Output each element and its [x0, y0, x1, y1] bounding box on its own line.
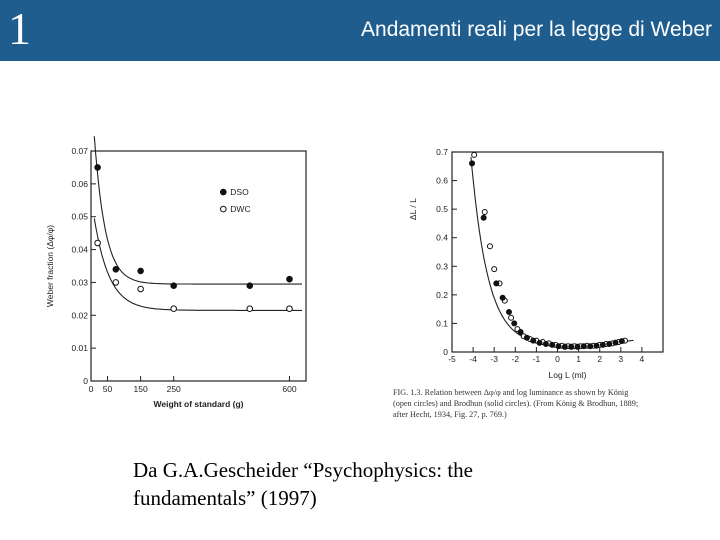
chart1-frame: [90, 150, 307, 382]
chart1-xtick-label: 600: [282, 384, 296, 394]
chart2-ytick-label: 0.3: [436, 261, 448, 271]
chart1-legend-marker: [220, 205, 227, 213]
chart2-point-open: [486, 243, 493, 250]
chart2-xtick-label: -2: [512, 354, 520, 364]
chart2-xtick-label: 3: [618, 354, 623, 364]
chart1-ytick-label: 0.06: [71, 179, 88, 189]
chart2-point-solid: [469, 160, 476, 167]
chart2-point-open: [491, 266, 498, 273]
chart1-point-dwc: [246, 305, 254, 313]
chart2-point-open: [471, 151, 478, 158]
chart2-point-solid: [606, 341, 613, 347]
chart2-fit-curve: [470, 157, 634, 345]
chart1-ylabel: Weber fraction (Δφ/φ): [45, 225, 55, 307]
chart2-point-solid: [542, 341, 549, 347]
chart1-xtick-label: 50: [103, 384, 113, 394]
chart2-point-solid: [580, 343, 587, 350]
chart2-point-open: [481, 209, 488, 215]
chart2-point-solid: [493, 280, 500, 287]
chart2-ytick-label: 0.6: [436, 176, 448, 186]
chart1-point-dso: [286, 275, 293, 283]
weber-weight-chart: 0 0.01 0.02 0.03 0.04 0.05 0.06 0.07 0 50 150 250 60…: [45, 136, 307, 409]
chart2-point-solid: [499, 294, 506, 301]
chart2-point-solid: [587, 343, 594, 350]
chart1-point-dwc: [286, 305, 293, 313]
chart1-point-dwc: [94, 239, 101, 247]
chart1-ytick-label: 0.01: [71, 343, 88, 353]
chart2-point-solid: [517, 329, 524, 335]
chart2-point-solid: [480, 214, 487, 221]
chart2-point-solid: [549, 341, 556, 348]
slide-header: 1 Andamenti reali per la legge di Weber: [0, 0, 720, 61]
chart1-fit-curve-dwc: [93, 218, 302, 311]
chart1-legend-label: DSO: [230, 187, 249, 197]
chart1-xtick-label: 250: [167, 384, 181, 394]
chart1-legend-label: DWC: [230, 204, 250, 214]
source-caption: Da G.A.Gescheider “Psychophysics: the fu…: [133, 456, 573, 512]
chart2-xtick-label: 4: [640, 354, 645, 364]
chart2-xtick-label: -4: [469, 354, 477, 364]
caption-line-1: Da G.A.Gescheider “Psychophysics: the: [133, 458, 473, 482]
chart2-frame: [451, 151, 664, 353]
chart1-ytick-label: 0.02: [71, 310, 88, 320]
chart2-point-solid: [612, 339, 619, 346]
chart1-xlabel: Weight of standard (g): [153, 399, 243, 409]
chart2-point-solid: [599, 341, 606, 348]
chart2-point-solid: [530, 337, 537, 344]
chart2-point-solid: [593, 342, 600, 349]
chart2-ytick-label: 0.5: [436, 204, 448, 214]
chart2-point-solid: [568, 343, 575, 350]
chart1-fit-curve-dso: [93, 136, 302, 285]
chart2-point-solid: [561, 343, 568, 350]
chart2-point-solid: [505, 309, 512, 315]
chart2-xtick-label: -5: [448, 354, 456, 364]
chart2-point-open: [508, 314, 515, 321]
chart2-point-solid: [523, 334, 530, 341]
chart1-xtick-label: 0: [89, 384, 94, 394]
chart2-ytick-label: 0.4: [436, 233, 448, 243]
chart2-point-solid: [618, 338, 625, 345]
chart2-xtick-label: 2: [597, 354, 602, 364]
chart2-xtick-label: -1: [533, 354, 541, 364]
chart1-point-dso: [170, 282, 177, 290]
chart1-point-dso: [94, 164, 101, 171]
chart2-ytick-label: 0: [443, 347, 448, 357]
slide-title: Andamenti reali per la legge di Weber: [361, 18, 712, 41]
chart2-point-solid: [555, 343, 562, 350]
chart2-figure-caption-line: after Hecht, 1934, Fig. 27, p. 769.): [393, 410, 507, 419]
chart2-figure-caption-line: (open circles) and Brodhun (solid circle…: [393, 399, 638, 408]
chart1-point-dso: [137, 267, 144, 275]
chart2-ytick-label: 0.7: [436, 147, 448, 157]
chart1-ytick-label: 0.07: [71, 146, 88, 156]
chart1-point-dwc: [112, 279, 120, 286]
chart1-ytick-label: 0.05: [71, 212, 88, 222]
chart1-ytick-label: 0: [83, 376, 88, 386]
chart1-ytick-label: 0.04: [71, 245, 88, 255]
chart2-point-solid: [511, 320, 518, 327]
chart2-ytick-label: 0.2: [436, 290, 448, 300]
chart2-ylabel: ΔL / L: [408, 198, 418, 220]
chart1-point-dso: [112, 265, 120, 273]
chart2-point-solid: [536, 339, 543, 346]
chart2-point-solid: [574, 343, 581, 350]
weber-luminance-chart: 0 0.1 0.2 0.3 0.4 0.5 0.6 0.7 -5 -4 -3 -2 -1 0 1 2 3 4 Log…: [393, 147, 664, 419]
chart2-xlabel: Log L (ml): [549, 370, 587, 380]
chart1-point-dwc: [137, 285, 144, 293]
chart1-point-dso: [246, 282, 254, 290]
chart1-ytick-label: 0.03: [71, 277, 88, 287]
chart2-xtick-label: -3: [490, 354, 498, 364]
chart2-figure-caption-line: FIG. 1.3. Relation between Δφ/φ and log …: [393, 388, 628, 397]
chart1-legend-marker: [220, 188, 227, 196]
chart2-xtick-label: 0: [555, 354, 560, 364]
chart2-xtick-label: 1: [576, 354, 581, 364]
chart2-ytick-label: 0.1: [436, 318, 448, 328]
caption-line-2: fundamentals” (1997): [133, 486, 317, 510]
chart1-point-dwc: [170, 305, 177, 313]
chart1-xtick-label: 150: [134, 384, 148, 394]
slide-number: 1: [8, 3, 31, 54]
